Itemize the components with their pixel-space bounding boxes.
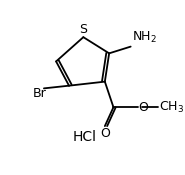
Text: HCl: HCl	[73, 130, 97, 144]
Text: O: O	[101, 127, 110, 140]
Text: CH$_3$: CH$_3$	[159, 100, 184, 115]
Text: O: O	[139, 101, 148, 114]
Text: NH$_2$: NH$_2$	[132, 30, 157, 45]
Text: Br: Br	[33, 87, 47, 100]
Text: S: S	[79, 23, 87, 36]
